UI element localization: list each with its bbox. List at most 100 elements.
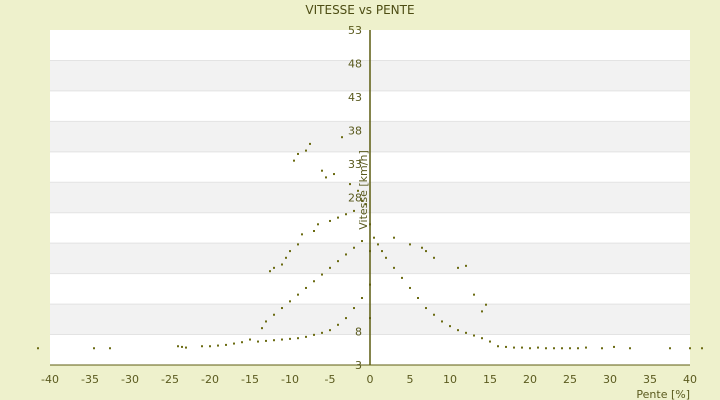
scatter-point bbox=[669, 347, 671, 350]
x-tick-label: -5 bbox=[325, 373, 336, 386]
scatter-point bbox=[281, 307, 283, 310]
scatter-point bbox=[261, 327, 263, 330]
scatter-point bbox=[393, 266, 395, 269]
scatter-point bbox=[281, 338, 283, 341]
scatter-point bbox=[433, 256, 435, 259]
scatter-point bbox=[293, 159, 295, 162]
scatter-point bbox=[613, 345, 615, 348]
x-tick-label: 0 bbox=[367, 373, 374, 386]
scatter-point bbox=[349, 183, 351, 186]
scatter-point bbox=[329, 219, 331, 222]
y-axis-title: Vitesse [km/h] bbox=[357, 150, 370, 230]
scatter-point bbox=[249, 338, 251, 341]
scatter-point bbox=[201, 345, 203, 348]
scatter-point bbox=[93, 347, 95, 350]
x-tick-label: 5 bbox=[407, 373, 414, 386]
scatter-point bbox=[329, 266, 331, 269]
scatter-point bbox=[285, 256, 287, 259]
scatter-point bbox=[577, 347, 579, 350]
scatter-point bbox=[473, 293, 475, 296]
y-tick-label: 48 bbox=[348, 58, 362, 71]
scatter-point bbox=[377, 243, 379, 246]
scatter-point bbox=[233, 342, 235, 345]
scatter-point bbox=[629, 347, 631, 350]
scatter-point bbox=[529, 347, 531, 350]
scatter-point bbox=[353, 246, 355, 249]
scatter-point bbox=[321, 331, 323, 334]
scatter-point bbox=[273, 266, 275, 269]
scatter-point bbox=[341, 136, 343, 139]
scatter-point bbox=[345, 317, 347, 320]
x-tick-label: -25 bbox=[161, 373, 179, 386]
scatter-point bbox=[289, 300, 291, 303]
scatter-point bbox=[185, 346, 187, 349]
scatter-point bbox=[457, 266, 459, 269]
scatter-point bbox=[353, 209, 355, 212]
scatter-point bbox=[373, 236, 375, 239]
scatter-point bbox=[241, 341, 243, 344]
scatter-point bbox=[305, 149, 307, 152]
x-tick-label: 20 bbox=[523, 373, 537, 386]
scatter-point bbox=[273, 313, 275, 316]
scatter-point bbox=[265, 339, 267, 342]
tick-labels: -40 -35 -30 -25 -20 -15 -10 -5 0 5 10 15 20 25 30 35 40 3… bbox=[41, 24, 697, 386]
scatter-point bbox=[325, 176, 327, 179]
scatter-point bbox=[441, 320, 443, 323]
scatter-point bbox=[425, 307, 427, 310]
x-tick-label: 25 bbox=[563, 373, 577, 386]
y-tick-label: 3 bbox=[355, 359, 362, 372]
scatter-point bbox=[401, 276, 403, 279]
scatter-point bbox=[297, 293, 299, 296]
scatter-point bbox=[545, 347, 547, 350]
scatter-point bbox=[449, 325, 451, 328]
y-tick-label: 8 bbox=[355, 326, 362, 339]
y-tick-label: 33 bbox=[348, 158, 362, 171]
x-tick-label: 40 bbox=[683, 373, 697, 386]
scatter-point bbox=[473, 334, 475, 337]
scatter-point bbox=[353, 307, 355, 310]
scatter-point bbox=[181, 345, 183, 348]
scatter-point bbox=[297, 337, 299, 340]
x-tick-label: 35 bbox=[643, 373, 657, 386]
scatter-point bbox=[381, 250, 383, 253]
scatter-point bbox=[257, 340, 259, 343]
scatter-point bbox=[537, 346, 539, 349]
scatter-point bbox=[305, 286, 307, 289]
y-tick-label: 38 bbox=[348, 125, 362, 138]
scatter-point bbox=[497, 345, 499, 348]
scatter-point bbox=[333, 173, 335, 176]
x-tick-label: -35 bbox=[81, 373, 99, 386]
scatter-point bbox=[505, 345, 507, 348]
axes bbox=[50, 30, 690, 366]
scatter-point bbox=[217, 344, 219, 347]
scatter-point bbox=[337, 323, 339, 326]
scatter-point bbox=[553, 347, 555, 350]
scatter-point bbox=[457, 329, 459, 332]
x-tick-label: -40 bbox=[41, 373, 59, 386]
x-tick-label: -30 bbox=[121, 373, 139, 386]
scatter-point bbox=[485, 303, 487, 306]
scatter-point bbox=[465, 264, 467, 267]
scatter-point bbox=[345, 213, 347, 216]
x-tick-label: -15 bbox=[241, 373, 259, 386]
y-tick-label: 43 bbox=[348, 91, 362, 104]
x-tick-label: 15 bbox=[483, 373, 497, 386]
scatter-point bbox=[297, 243, 299, 246]
scatter-point bbox=[209, 345, 211, 348]
scatter-point bbox=[481, 310, 483, 313]
scatter-point bbox=[701, 347, 703, 350]
scatter-point bbox=[321, 273, 323, 276]
scatter-point bbox=[289, 337, 291, 340]
scatter-point bbox=[321, 169, 323, 172]
scatter-point bbox=[329, 329, 331, 332]
scatter-point bbox=[385, 256, 387, 259]
scatter-point bbox=[289, 250, 291, 253]
scatter-point bbox=[317, 223, 319, 226]
x-tick-label: 30 bbox=[603, 373, 617, 386]
scatter-point bbox=[361, 297, 363, 299]
scatter-point bbox=[513, 346, 515, 349]
scatter-point bbox=[425, 250, 427, 253]
scatter-point bbox=[313, 230, 315, 232]
scatter-point bbox=[305, 335, 307, 338]
scatter-point bbox=[569, 347, 571, 350]
